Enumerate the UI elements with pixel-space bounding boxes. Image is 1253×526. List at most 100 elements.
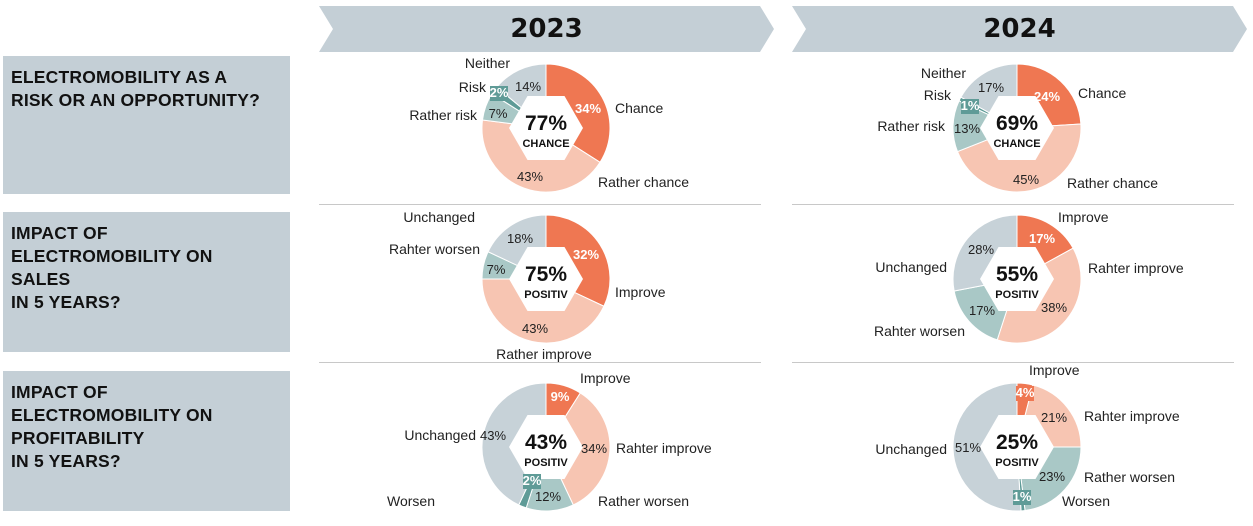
value-label-highlight	[551, 390, 569, 405]
slice-value-label: 32%	[573, 247, 599, 262]
slice-value-label: 38%	[1041, 300, 1067, 315]
center-value: 25%	[996, 431, 1038, 454]
slice-category-label: Rather chance	[598, 174, 689, 190]
slice-value-label: 7%	[487, 262, 506, 277]
slice-category-label: Rahter improve	[1088, 260, 1184, 276]
slice-value-label: 12%	[535, 489, 561, 504]
donut-chart: 69% CHANCE 24% Chance 45% Rather chance 13% Rat…	[877, 63, 1158, 193]
center-hexagon	[980, 247, 1054, 311]
slice-value-label: 34%	[581, 441, 607, 456]
slice-value-label: 43%	[480, 428, 506, 443]
center-hexagon	[509, 96, 583, 160]
slice-category-label: Rather risk	[877, 118, 946, 134]
slice-value-label: 17%	[978, 80, 1004, 95]
center-hexagon	[509, 415, 583, 479]
question-sales-impact: IMPACT OF ELECTROMOBILITY ON SALES IN 5 …	[3, 212, 290, 352]
center-hexagon	[509, 247, 583, 311]
slice-category-label: Rather chance	[1067, 175, 1158, 191]
center-value: 69%	[996, 112, 1038, 135]
slice-category-label: Unchanged	[875, 441, 947, 457]
center-value: 43%	[525, 431, 567, 454]
value-label-highlight	[490, 86, 508, 101]
center-value: 75%	[525, 263, 567, 286]
slice-category-label: Rahter improve	[1084, 408, 1180, 424]
slice-value-label: 45%	[1013, 172, 1039, 187]
question-risk-opportunity: ELECTROMOBILITY AS A RISK OR AN OPPORTUN…	[3, 56, 290, 194]
center-hexagon	[980, 96, 1054, 160]
center-label: POSITIV	[995, 289, 1039, 301]
slice-category-label: Risk	[924, 87, 952, 103]
slice-category-label: Rahter worsen	[389, 241, 480, 257]
year-banner-2024: 2024	[792, 6, 1247, 52]
center-label: POSITIV	[524, 289, 568, 301]
value-label-highlight	[961, 99, 979, 114]
slice-value-label: 51%	[955, 440, 981, 455]
slice-value-label: 43%	[522, 321, 548, 336]
donut-chart: 77% CHANCE 34% Chance 43% Rather chance 7% Rath…	[409, 55, 689, 193]
slice-category-label: Rather worsen	[1084, 469, 1175, 485]
slice-category-label: Improve	[1058, 209, 1109, 225]
slice-value-label: 13%	[954, 121, 980, 136]
slice-category-label: Risk	[459, 79, 487, 95]
question-profitability-impact: IMPACT OF ELECTROMOBILITY ON PROFITABILI…	[3, 371, 290, 511]
center-hexagon	[980, 415, 1054, 479]
slice-category-label: Neither	[921, 65, 966, 81]
value-label-highlight	[523, 474, 541, 489]
slice-category-label: Rather risk	[409, 107, 478, 123]
slice-value-label: 43%	[517, 169, 543, 184]
slice-value-label: 2%	[490, 85, 509, 100]
slice-category-label: Chance	[1078, 85, 1126, 101]
slice-category-label: Improve	[580, 370, 631, 386]
slice-category-label: Rather improve	[496, 346, 592, 362]
slice-category-label: Chance	[615, 100, 663, 116]
center-value: 55%	[996, 263, 1038, 286]
slice-category-label: Worsen	[1062, 493, 1110, 509]
value-label-highlight	[1013, 490, 1031, 505]
value-label-highlight	[1016, 386, 1034, 401]
slice-value-label: 7%	[489, 106, 508, 121]
slice-category-label: Rahter improve	[616, 440, 712, 456]
slice-value-label: 4%	[1016, 385, 1035, 400]
slice-value-label: 18%	[507, 231, 533, 246]
donut-chart: 43% POSITIV 9% Improve 34% Rahter improve 12% R…	[387, 370, 712, 512]
row-separator	[319, 204, 761, 205]
slice-category-label: Rather worsen	[598, 493, 689, 509]
donut-chart: 75% POSITIV 32% Improve 43% Rather improve 7% R…	[389, 209, 666, 362]
banner-chevron-shape	[792, 6, 1247, 52]
year-label-2024: 2024	[983, 14, 1056, 44]
year-label-2023: 2023	[510, 14, 583, 44]
slice-category-label: Unchanged	[875, 259, 947, 275]
center-label: POSITIV	[995, 457, 1039, 469]
slice-category-label: Improve	[615, 284, 666, 300]
slice-value-label: 1%	[961, 98, 980, 113]
slice-category-label: Unchanged	[403, 209, 475, 225]
slice-category-label: Neither	[465, 55, 510, 71]
row-separator	[319, 362, 761, 363]
slice-value-label: 34%	[575, 101, 601, 116]
row-separator	[792, 204, 1234, 205]
slice-value-label: 23%	[1039, 469, 1065, 484]
center-label: CHANCE	[993, 138, 1040, 150]
slice-category-label: Worsen	[387, 493, 435, 509]
banner-chevron-shape	[319, 6, 774, 52]
slice-value-label: 1%	[1013, 489, 1032, 504]
donut-chart: 25% POSITIV 4% Improve 21% Rahter improve 23% R…	[875, 362, 1180, 512]
row-separator	[792, 362, 1234, 363]
slice-value-label: 14%	[515, 79, 541, 94]
slice-category-label: Unchanged	[404, 427, 476, 443]
slice-value-label: 17%	[969, 303, 995, 318]
slice-category-label: Improve	[1029, 362, 1080, 378]
slice-value-label: 2%	[523, 473, 542, 488]
center-label: CHANCE	[522, 138, 569, 150]
slice-value-label: 28%	[968, 242, 994, 257]
center-label: POSITIV	[524, 457, 568, 469]
slice-value-label: 9%	[551, 389, 570, 404]
year-banner-2023: 2023	[319, 6, 774, 52]
slice-value-label: 24%	[1034, 89, 1060, 104]
slice-category-label: Rahter worsen	[874, 323, 965, 339]
slice-value-label: 21%	[1041, 410, 1067, 425]
center-value: 77%	[525, 112, 567, 135]
slice-value-label: 17%	[1029, 231, 1055, 246]
